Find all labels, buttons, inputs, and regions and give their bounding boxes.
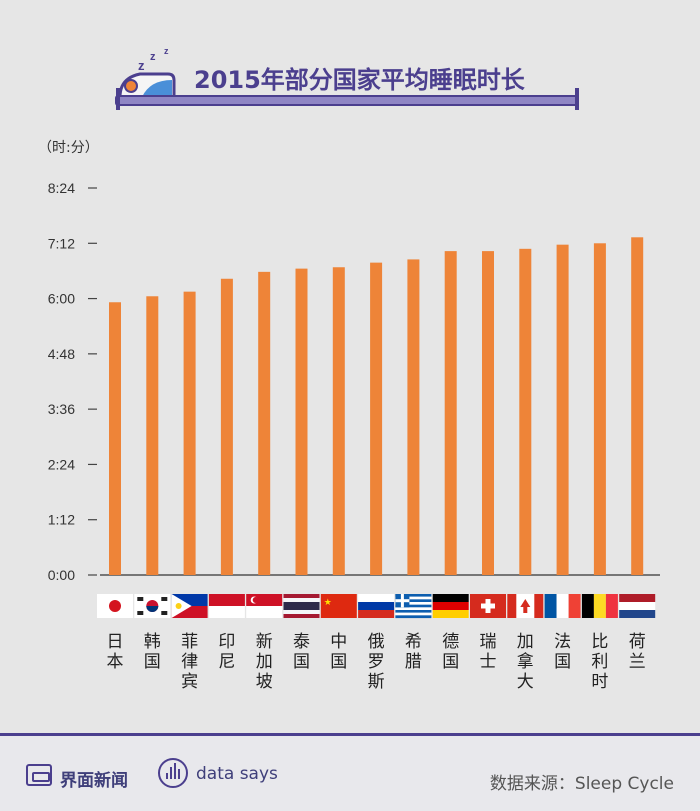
data-source: 数据来源：Sleep Cycle <box>489 774 674 794</box>
chart-title: 2015年部分国家平均睡眠时长 <box>194 66 525 94</box>
brand-name: 界面新闻 <box>60 771 128 791</box>
category-label: 法国 <box>554 632 572 672</box>
category-label: 希腊 <box>404 632 422 672</box>
category-label: 印尼 <box>218 632 236 672</box>
bar-korea <box>146 296 159 575</box>
y-tick-label: 2:24 <box>48 456 75 472</box>
category-label: 泰国 <box>293 632 310 672</box>
y-tick-label: 0:00 <box>48 567 75 583</box>
y-tick-label: 1:12 <box>48 512 75 528</box>
category-label: 荷兰 <box>628 632 646 672</box>
category-label: 中国 <box>330 632 348 672</box>
category-label: 德国 <box>442 632 460 672</box>
singapore-flag <box>246 594 283 618</box>
y-tick-label: 7:12 <box>48 235 75 251</box>
sleeping-person-icon: z z z <box>118 46 176 99</box>
china-flag: ★ <box>320 594 357 618</box>
korea-flag <box>134 594 171 618</box>
bar-netherlands <box>631 237 644 575</box>
category-label: 日本 <box>106 632 124 672</box>
y-axis-unit-label: （时:分） <box>38 140 99 156</box>
bar-singapore <box>258 271 271 575</box>
bar-belgium <box>593 243 606 576</box>
header: z z z 2015年部分国家平均睡眠时长 <box>0 0 700 120</box>
netherlands-flag <box>619 594 656 618</box>
jiemian-logo-icon <box>26 764 52 786</box>
category-label: 俄罗斯 <box>367 632 385 692</box>
category-label: 韩国 <box>143 632 161 672</box>
germany-flag <box>432 594 469 618</box>
category-label: 加拿大 <box>516 632 534 692</box>
bar-switzerland <box>482 251 494 575</box>
svg-text:z: z <box>138 58 145 73</box>
bar-germany <box>444 251 457 575</box>
svg-text:z: z <box>164 46 169 56</box>
svg-text:★: ★ <box>324 598 332 608</box>
soundwave-icon <box>158 758 188 788</box>
russia-flag <box>358 594 395 618</box>
greece-flag <box>395 594 432 619</box>
bar-greece <box>407 259 420 575</box>
category-label: 瑞士 <box>479 632 497 672</box>
thailand-flag <box>283 594 320 618</box>
indonesia-flag <box>208 594 245 618</box>
y-tick-label: 3:36 <box>48 401 75 417</box>
category-label: 比利时 <box>591 632 609 692</box>
bar-russia <box>370 262 383 575</box>
switzerland-flag <box>470 594 506 618</box>
bar-philippines <box>183 291 196 575</box>
footer: 界面新闻 data says 数据来源：Sleep Cycle <box>0 733 700 811</box>
bar-japan <box>109 302 121 575</box>
category-label: 新加坡 <box>255 632 273 692</box>
belgium-flag <box>581 594 618 618</box>
title-decoration: z z z <box>115 46 579 110</box>
bar-china <box>332 267 345 575</box>
bar-indonesia <box>220 278 233 575</box>
canada-flag <box>507 594 544 618</box>
bar-chart: 0:00 1:12 2:24 3:36 4:48 6:00 7:12 8:24 ★ <box>48 180 660 619</box>
data-says-label: data says <box>196 764 278 784</box>
y-tick-label: 4:48 <box>48 346 75 362</box>
bar-thailand <box>295 268 308 575</box>
category-label: 菲律宾 <box>181 632 199 692</box>
france-flag <box>544 594 581 618</box>
philippines-flag <box>171 594 208 618</box>
svg-text:z: z <box>150 51 156 63</box>
japan-flag <box>97 594 133 618</box>
bar-france <box>556 244 569 576</box>
y-tick-label: 8:24 <box>48 180 75 196</box>
bar-canada <box>519 248 532 576</box>
y-tick-label: 6:00 <box>48 291 75 307</box>
